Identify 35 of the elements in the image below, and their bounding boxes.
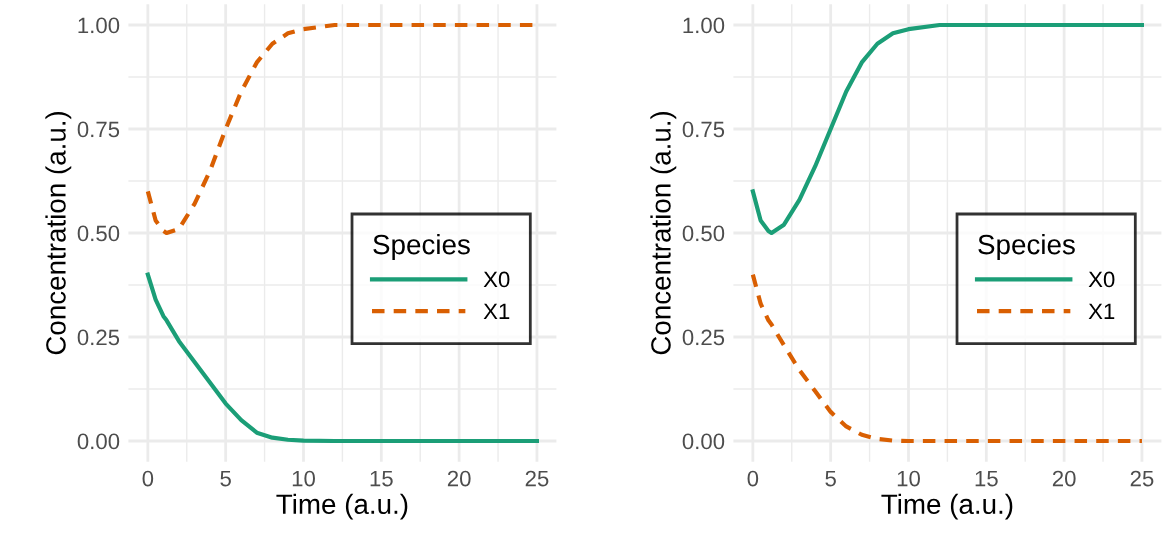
x-tick-label: 20	[1052, 470, 1076, 487]
x-tick-label: 10	[292, 470, 315, 487]
y-tick-label: 0.75	[682, 121, 725, 138]
y-tick-label: 0.75	[77, 121, 120, 138]
x-tick-label: 20	[447, 470, 471, 487]
legend-title: Species	[978, 233, 1075, 260]
legend-label: X1	[483, 303, 510, 319]
x-tick-label: 5	[825, 470, 836, 487]
y-tick-label: 1.00	[78, 17, 120, 34]
y-axis-title: Concentration (a.u.)	[650, 111, 677, 355]
x-tick-label: 25	[525, 470, 549, 487]
x-tick-label: 5	[220, 470, 231, 487]
y-tick-label: 0.25	[682, 329, 725, 346]
x-tick-label: 15	[370, 470, 393, 487]
y-axis-title: Concentration (a.u.)	[45, 111, 72, 355]
x-tick-label: 15	[975, 470, 998, 487]
legend-label: X0	[483, 271, 510, 288]
x-tick-label: 0	[142, 470, 154, 487]
legend-label: X1	[1088, 303, 1115, 319]
y-tick-label: 0.25	[77, 329, 120, 346]
legend-label: X0	[1088, 271, 1115, 288]
y-tick-label: 0.00	[682, 433, 725, 450]
line-series	[750, 22, 1145, 236]
x-tick-label: 25	[1130, 470, 1154, 487]
y-tick-label: 0.00	[77, 433, 120, 450]
line-series	[145, 272, 540, 444]
line-series	[750, 272, 1145, 444]
x-axis-title: Time (a.u.)	[881, 493, 1013, 520]
x-tick-label: 10	[897, 470, 920, 487]
y-tick-label: 0.50	[77, 225, 120, 242]
y-tick-label: 0.50	[682, 225, 725, 242]
x-axis-title: Time (a.u.)	[276, 493, 408, 520]
x-tick-label: 0	[747, 470, 759, 487]
legend-title: Species	[373, 233, 470, 260]
y-tick-label: 1.00	[683, 17, 725, 34]
